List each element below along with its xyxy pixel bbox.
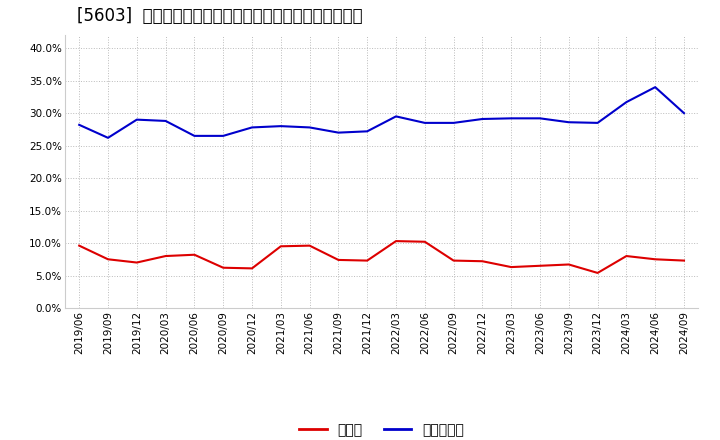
Text: [5603]  現預金、有利子負債の総資産に対する比率の推移: [5603] 現預金、有利子負債の総資産に対する比率の推移 <box>78 7 363 26</box>
Legend: 現預金, 有利子負債: 現預金, 有利子負債 <box>293 418 470 440</box>
